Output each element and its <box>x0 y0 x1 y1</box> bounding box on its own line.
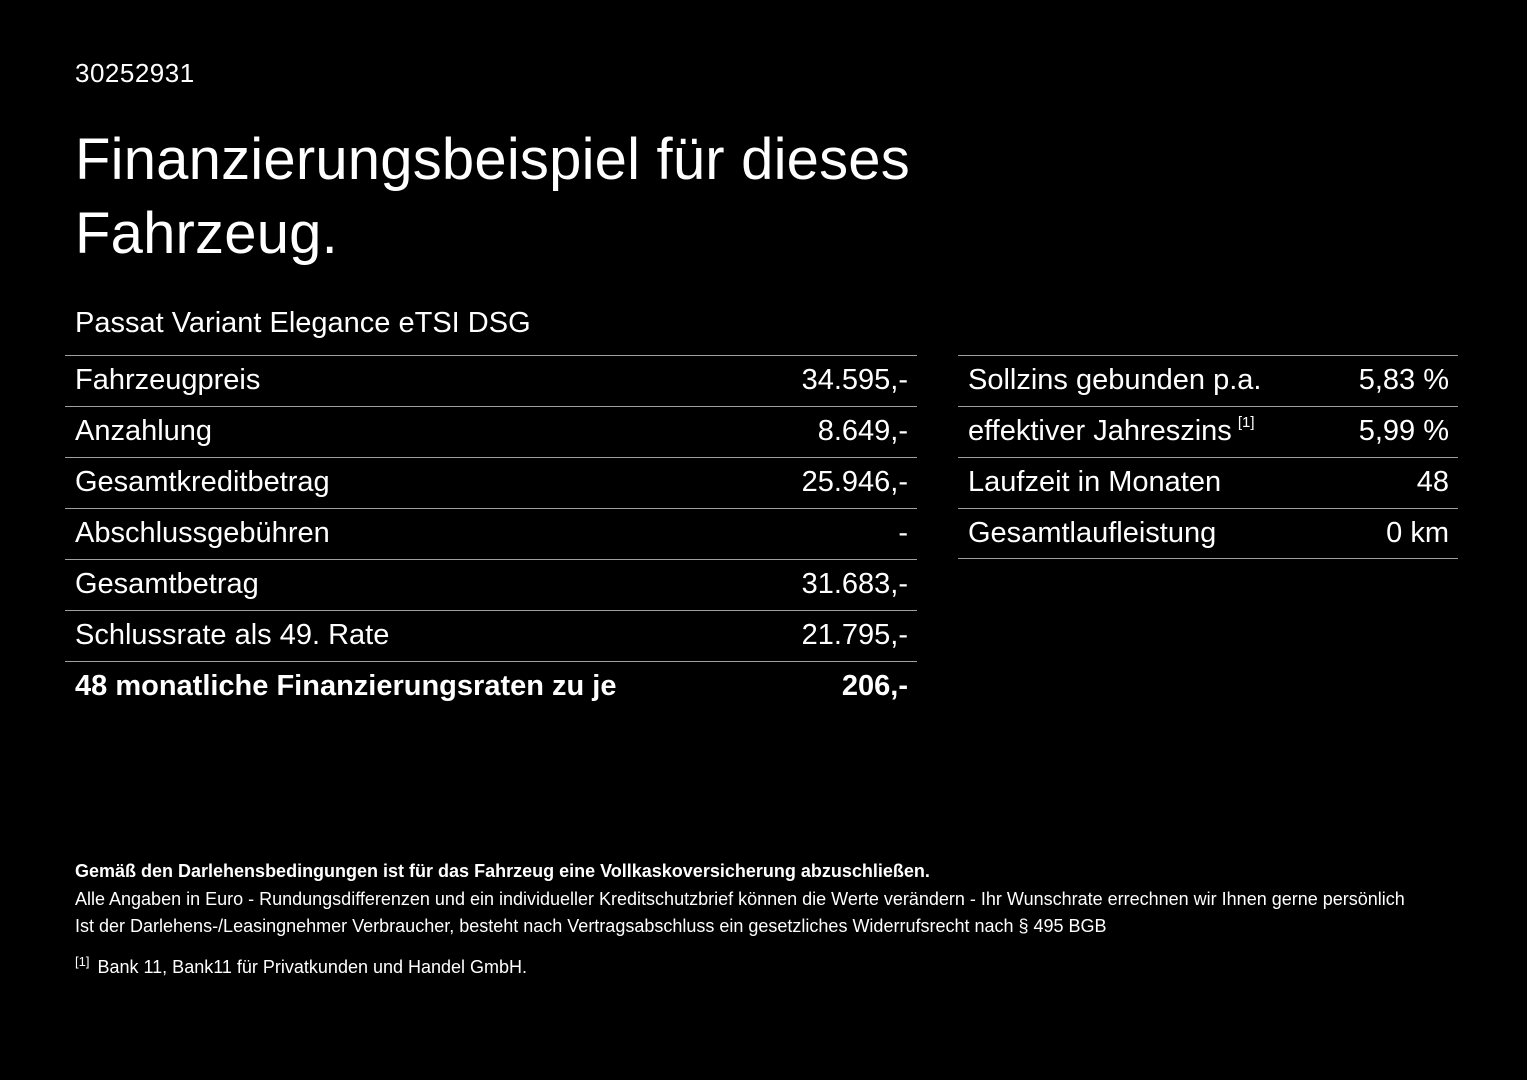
content-area: Passat Variant Elegance eTSI DSG Fahrzeu… <box>65 271 1458 712</box>
row-value: 8.649,- <box>817 415 908 447</box>
vehicle-name: Passat Variant Elegance eTSI DSG <box>75 306 531 339</box>
row-label: Sollzins gebunden p.a. <box>968 364 1262 396</box>
table-row: Gesamtbetrag 31.683,- <box>65 558 917 610</box>
table-row-monthly-rate: 48 monatliche Finanzierungsraten zu je 2… <box>65 660 917 712</box>
financing-table: Fahrzeugpreis 34.595,- Anzahlung 8.649,-… <box>65 354 917 712</box>
document-id: 30252931 <box>75 58 195 88</box>
row-value: 34.595,- <box>801 364 908 396</box>
financing-details-column: Passat Variant Elegance eTSI DSG Fahrzeu… <box>65 271 917 712</box>
table-row: Abschlussgebühren - <box>65 507 917 559</box>
row-label: Laufzeit in Monaten <box>968 466 1222 498</box>
page-title: Finanzierungsbeispiel für dieses Fahrzeu… <box>75 127 910 266</box>
table-row: Schlussrate als 49. Rate 21.795,- <box>65 609 917 661</box>
footer-disclaimer-2: Ist der Darlehens-/Leasingnehmer Verbrau… <box>75 915 1107 936</box>
conditions-column: Sollzins gebunden p.a. 5,83 % effektiver… <box>958 354 1458 559</box>
table-row: effektiver Jahreszins [1] 5,99 % <box>958 405 1458 457</box>
row-value: 5,83 % <box>1358 364 1449 396</box>
row-value: 0 km <box>1386 516 1449 549</box>
row-label: effektiver Jahreszins [1] <box>968 415 1255 448</box>
row-label: Fahrzeugpreis <box>75 364 261 396</box>
row-value: 206,- <box>841 670 908 702</box>
footer-insurance-note: Gemäß den Darlehensbedingungen ist für d… <box>75 860 930 881</box>
row-value: 31.683,- <box>801 568 908 600</box>
footer: Gemäß den Darlehensbedingungen ist für d… <box>75 858 1458 981</box>
row-label: Gesamtlaufleistung <box>968 516 1217 549</box>
table-row: Anzahlung 8.649,- <box>65 405 917 457</box>
table-row: Laufzeit in Monaten 48 <box>958 456 1458 508</box>
row-label: Schlussrate als 49. Rate <box>75 619 390 651</box>
row-value: - <box>898 517 908 549</box>
footer-footnote: [1] Bank 11, Bank11 für Privatkunden und … <box>75 954 1458 981</box>
row-value: 48 <box>1416 466 1449 498</box>
row-value: 21.795,- <box>801 619 908 651</box>
footer-disclaimer-1: Alle Angaben in Euro - Rundungsdifferenz… <box>75 888 1405 909</box>
table-row: Sollzins gebunden p.a. 5,83 % <box>958 354 1458 406</box>
row-label: 48 monatliche Finanzierungsraten zu je <box>75 670 617 702</box>
footnote-marker: [1] <box>75 953 90 969</box>
conditions-table: Sollzins gebunden p.a. 5,83 % effektiver… <box>958 354 1458 559</box>
row-label: Abschlussgebühren <box>75 517 330 549</box>
table-row: Fahrzeugpreis 34.595,- <box>65 354 917 406</box>
row-value: 25.946,- <box>801 466 908 498</box>
row-value: 5,99 % <box>1358 415 1449 447</box>
row-label: Anzahlung <box>75 415 213 447</box>
table-row: Gesamtkreditbetrag 25.946,- <box>65 456 917 508</box>
footnote-ref: [1] <box>1237 414 1255 432</box>
footnote-text: Bank 11, Bank11 für Privatkunden und Han… <box>97 956 528 977</box>
row-label-text: effektiver Jahreszins <box>968 415 1232 447</box>
row-label: Gesamtkreditbetrag <box>75 466 330 498</box>
table-row: Gesamtlaufleistung 0 km <box>958 507 1458 559</box>
row-label: Gesamtbetrag <box>75 568 259 600</box>
